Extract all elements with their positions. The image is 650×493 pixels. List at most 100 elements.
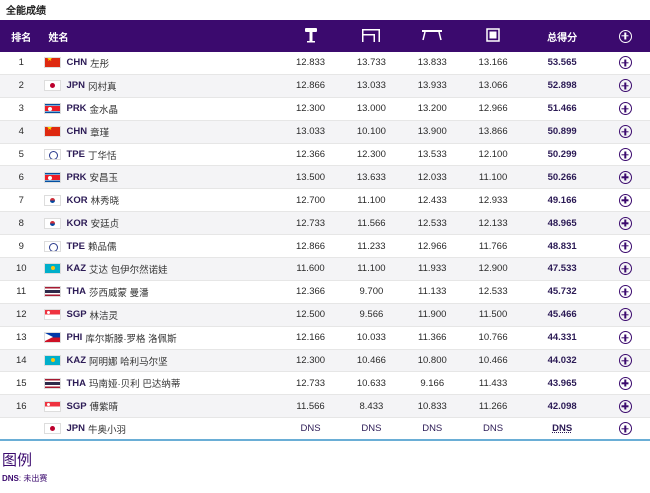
table-row[interactable]: 12 SGP 林洁灵 12.500 9.566 11.900 11.500 45… [0,303,650,327]
uneven-bars-score: 9.566 [359,309,384,321]
athlete-cell: THA 玛南娅·贝利 巴达纳蒂 [42,376,280,390]
table-row[interactable]: 11 THA 莎西威蒙 曼潘 12.366 9.700 11.133 12.53… [0,280,650,304]
plus-circle-icon[interactable] [618,79,632,93]
expand-row-button[interactable] [601,285,650,299]
floor-score: 10.766 [478,332,508,344]
flag-icon [44,400,62,412]
noc-code: PRK [66,171,87,183]
expand-row-button[interactable] [601,262,650,276]
table-row[interactable]: 8 KOR 安廷贞 12.733 11.566 12.533 12.133 48… [0,212,650,236]
plus-circle-icon[interactable] [618,399,632,413]
rank-cell: 7 [18,194,24,206]
athlete-cell: KOR 安廷贞 [42,216,280,230]
athlete-cell: PRK 安昌玉 [42,170,280,184]
expand-row-button[interactable] [601,239,650,253]
total-score: 44.331 [547,332,577,344]
table-row[interactable]: 9 TPE 赖品儒 12.866 11.233 12.966 11.766 48… [0,235,650,259]
expand-row-button[interactable] [601,56,650,70]
rank-cell: 2 [18,80,24,92]
uneven-bars-score: 13.000 [356,103,386,115]
flag-icon [44,286,62,298]
table-row[interactable]: JPN 牛奥小羽 DNS DNS DNS DNS DNS [0,418,650,442]
plus-circle-icon[interactable] [618,216,632,230]
plus-circle-icon[interactable] [618,170,632,184]
table-row[interactable]: 3 PRK 金水晶 12.300 13.000 13.200 12.966 51… [0,97,650,121]
floor-score: 13.866 [478,126,508,138]
uneven-bars-score: 11.100 [357,194,386,206]
expand-row-button[interactable] [601,216,650,230]
athlete-name: 林秀晓 [90,196,120,208]
balance-beam-score: 12.033 [417,171,447,183]
balance-beam-score: DNS [422,423,443,435]
vault-score: 12.166 [296,332,326,344]
plus-circle-icon[interactable] [618,239,632,253]
athlete-name: 艾达 包伊尔然诺娃 [89,264,168,276]
table-row[interactable]: 2 JPN 冈村真 12.866 13.033 13.933 13.066 52… [0,74,650,98]
expand-row-button[interactable] [601,331,650,345]
expand-row-button[interactable] [601,422,650,436]
expand-row-button[interactable] [601,125,650,139]
header-floor [463,27,524,45]
balance-beam-score: 11.933 [418,263,447,275]
table-row[interactable]: 7 KOR 林秀晓 12.700 11.100 12.433 12.933 49… [0,189,650,213]
uneven-bars-score: 13.633 [356,171,386,183]
balance-beam-score: 12.533 [417,217,447,229]
floor-score: 11.500 [478,309,508,321]
table-row[interactable]: 4 CHN 章瑾 13.033 10.100 13.900 13.866 50.… [0,120,650,144]
table-row[interactable]: 14 KAZ 阿明娜 哈利马尔坚 12.300 10.466 10.800 10… [0,349,650,373]
athlete-name: 安昌玉 [89,173,119,185]
expand-row-button[interactable] [601,354,650,368]
table-row[interactable]: 5 TPE 丁华恬 12.366 12.300 13.533 12.100 50… [0,143,650,167]
plus-circle-icon[interactable] [618,102,632,116]
athlete-name: 库尔斯滕·罗格 洛佩斯 [85,333,177,345]
table-row[interactable]: 6 PRK 安昌玉 13.500 13.633 12.033 11.100 50… [0,166,650,190]
plus-circle-icon[interactable] [618,29,632,43]
plus-circle-icon[interactable] [618,285,632,299]
table-row[interactable]: 1 CHN 左彤 12.833 13.733 13.833 13.166 53.… [0,52,650,75]
total-score: 49.166 [547,194,577,206]
table-row[interactable]: 10 KAZ 艾达 包伊尔然诺娃 11.600 11.100 11.933 12… [0,258,650,281]
plus-circle-icon[interactable] [618,148,632,161]
uneven-bars-score: 11.100 [357,263,386,275]
expand-row-button[interactable] [601,193,650,207]
flag-icon [44,149,62,160]
vault-score: 12.733 [296,217,326,229]
uneven-bars-score: 13.033 [356,80,386,92]
expand-row-button[interactable] [601,79,650,93]
expand-row-button[interactable] [601,308,650,322]
plus-circle-icon[interactable] [618,308,632,322]
total-score: 53.565 [547,57,577,69]
header-expand-all[interactable] [601,29,650,43]
expand-row-button[interactable] [601,170,650,184]
plus-circle-icon[interactable] [618,125,632,139]
expand-row-button[interactable] [601,399,650,413]
flag-icon [44,126,62,138]
rank-cell: 3 [18,103,24,115]
rank-cell: 16 [15,400,27,412]
expand-row-button[interactable] [601,376,650,390]
flag-icon [44,171,62,183]
athlete-name: 丁华恬 [87,150,117,162]
plus-circle-icon[interactable] [618,262,632,276]
athlete-cell: TPE 赖品儒 [42,239,280,253]
plus-circle-icon[interactable] [618,422,632,436]
table-row[interactable]: 15 THA 玛南娅·贝利 巴达纳蒂 12.733 10.633 9.166 1… [0,372,650,396]
plus-circle-icon[interactable] [618,376,632,390]
athlete-cell: SGP 林洁灵 [42,308,280,322]
athlete-cell: KOR 林秀晓 [42,193,280,207]
plus-circle-icon[interactable] [618,56,632,70]
table-row[interactable]: 16 SGP 傅紫晴 11.566 8.433 10.833 11.266 42… [0,395,650,419]
uneven-bars-score: 13.733 [356,57,386,69]
expand-row-button[interactable] [601,102,650,116]
plus-circle-icon[interactable] [618,331,632,345]
athlete-cell: JPN 冈村真 [42,79,280,93]
noc-code: SGP [66,309,87,321]
plus-circle-icon[interactable] [618,193,632,207]
floor-score: 12.533 [478,286,508,298]
vault-score: 12.833 [296,57,326,69]
table-row[interactable]: 13 PHI 库尔斯滕·罗格 洛佩斯 12.166 10.033 11.366 … [0,326,650,350]
header-vault [280,27,341,46]
plus-circle-icon[interactable] [618,354,632,368]
expand-row-button[interactable] [601,148,650,161]
total-score: 50.299 [547,149,577,160]
